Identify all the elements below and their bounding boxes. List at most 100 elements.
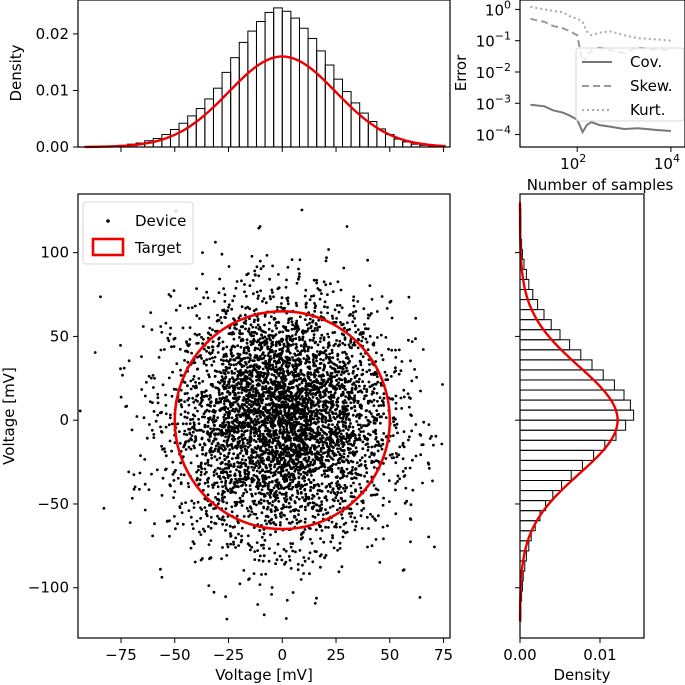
- device-point: [243, 444, 247, 448]
- device-point: [321, 440, 324, 444]
- device-point: [335, 373, 339, 377]
- device-point: [156, 413, 160, 417]
- device-point: [319, 396, 323, 400]
- device-point: [333, 391, 337, 395]
- device-point: [317, 318, 321, 322]
- device-point: [380, 447, 384, 451]
- device-point: [236, 465, 240, 469]
- device-point: [298, 361, 302, 365]
- device-point: [206, 296, 210, 300]
- device-point: [283, 407, 286, 411]
- device-point: [206, 480, 210, 484]
- device-point: [271, 500, 275, 504]
- device-point: [150, 428, 154, 432]
- device-point: [194, 380, 198, 384]
- device-point: [210, 442, 214, 445]
- device-point: [353, 396, 356, 400]
- device-point: [246, 445, 250, 449]
- device-point: [336, 480, 340, 483]
- device-point: [355, 461, 359, 465]
- device-point: [252, 337, 256, 341]
- device-point: [102, 506, 106, 510]
- device-point: [357, 384, 361, 388]
- device-point: [165, 519, 169, 523]
- device-point: [244, 488, 247, 491]
- device-point: [212, 360, 216, 363]
- device-point: [319, 427, 323, 431]
- device-point: [250, 374, 254, 378]
- device-point: [268, 295, 272, 298]
- device-point: [284, 450, 288, 454]
- device-point: [303, 419, 307, 422]
- device-point: [340, 323, 344, 327]
- device-point: [294, 467, 297, 471]
- device-point: [315, 378, 318, 381]
- device-point: [302, 345, 306, 349]
- device-point: [274, 530, 277, 534]
- device-point: [328, 360, 332, 363]
- device-point: [172, 496, 176, 499]
- device-point: [267, 559, 271, 563]
- device-point: [322, 336, 326, 340]
- device-point: [220, 447, 224, 450]
- device-point: [279, 484, 283, 487]
- device-point: [300, 423, 303, 426]
- device-point: [224, 595, 228, 599]
- device-point: [403, 501, 407, 505]
- device-point: [217, 391, 221, 394]
- device-point: [382, 432, 386, 435]
- device-point: [395, 422, 399, 426]
- error-line-cov: [530, 103, 671, 135]
- device-point: [253, 397, 257, 401]
- device-point: [283, 306, 286, 310]
- device-point: [246, 438, 249, 442]
- device-point: [344, 412, 348, 416]
- device-point: [216, 313, 219, 317]
- device-point: [301, 477, 304, 480]
- device-point: [419, 389, 422, 393]
- device-point: [370, 445, 374, 449]
- device-point: [250, 492, 254, 496]
- device-point: [179, 413, 183, 416]
- device-point: [237, 391, 240, 395]
- device-point: [323, 556, 326, 560]
- device-point: [324, 356, 328, 360]
- device-point: [384, 336, 388, 339]
- device-point: [169, 413, 172, 417]
- device-point: [288, 337, 292, 341]
- device-point: [339, 485, 342, 489]
- device-point: [296, 468, 300, 472]
- device-point: [199, 470, 203, 474]
- device-point: [215, 458, 219, 462]
- device-point: [394, 394, 398, 398]
- device-point: [253, 550, 257, 553]
- device-point: [333, 367, 337, 371]
- device-point: [160, 575, 164, 579]
- device-point: [313, 306, 317, 310]
- device-point: [313, 444, 316, 447]
- device-point: [183, 443, 187, 446]
- device-point: [309, 537, 312, 541]
- device-point: [225, 367, 229, 370]
- device-point: [225, 345, 229, 349]
- device-point: [141, 325, 145, 328]
- device-point: [316, 492, 319, 496]
- device-point: [259, 267, 263, 271]
- device-point: [201, 272, 204, 276]
- device-point: [330, 348, 334, 352]
- device-point: [290, 472, 294, 476]
- device-point: [394, 452, 398, 455]
- device-point: [407, 438, 410, 442]
- device-point: [270, 334, 274, 337]
- device-point: [341, 351, 344, 354]
- device-point: [324, 438, 328, 442]
- device-point: [285, 427, 289, 431]
- device-point: [255, 265, 259, 269]
- device-point: [338, 447, 342, 450]
- device-point: [232, 430, 236, 434]
- device-point: [291, 394, 295, 398]
- device-point: [373, 452, 376, 456]
- device-point: [370, 312, 373, 315]
- device-point: [284, 477, 288, 480]
- device-point: [337, 370, 341, 374]
